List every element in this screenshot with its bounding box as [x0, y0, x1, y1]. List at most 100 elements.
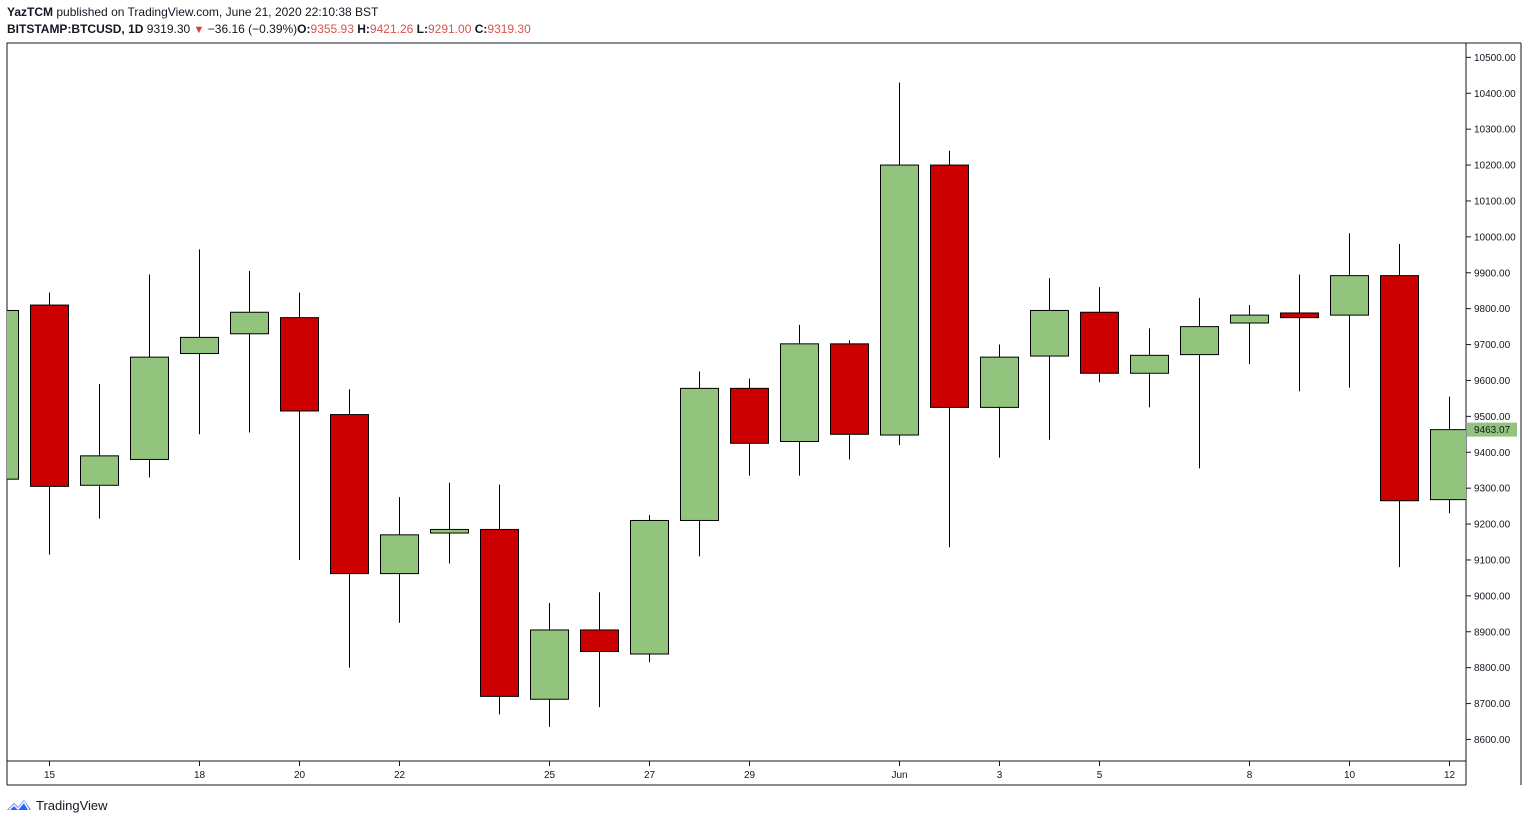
price-tick-label: 10500.00: [1474, 53, 1516, 64]
candle-body: [830, 343, 869, 435]
time-tick-label: 20: [294, 770, 306, 781]
candle: [780, 324, 819, 476]
candle: [230, 270, 269, 433]
candle-body: [1430, 429, 1466, 501]
low-value: 9291.00: [427, 22, 472, 36]
candle-body: [380, 534, 419, 575]
candle-body: [330, 414, 369, 575]
candle: [880, 82, 919, 446]
candle: [7, 309, 19, 480]
candle-body: [180, 336, 219, 355]
price-tick-label: 10400.00: [1474, 89, 1516, 100]
candle-body: [130, 356, 169, 460]
candle-body: [30, 304, 69, 487]
close-value: 9319.30: [487, 22, 531, 36]
open-label: O:: [297, 22, 311, 36]
price-label-text: 9463.07: [1474, 425, 1511, 436]
candle: [1230, 305, 1269, 365]
candle: [480, 484, 519, 715]
candle: [1080, 287, 1119, 383]
candle-body: [730, 387, 769, 444]
time-tick-label: 15: [44, 770, 56, 781]
candle: [430, 482, 469, 564]
candle: [330, 389, 369, 668]
time-tick-label: 12: [1444, 770, 1456, 781]
price-tick-label: 9400.00: [1474, 448, 1511, 459]
price-tick-label: 10300.00: [1474, 125, 1516, 136]
ohlc-legend: BITSTAMP:BTCUSD, 1D 9319.30 ▼ −36.16 (−0…: [7, 21, 531, 39]
candle-body: [580, 629, 619, 653]
price-tick-label: 8800.00: [1474, 663, 1511, 674]
candle: [1130, 328, 1169, 408]
candle-body: [530, 629, 569, 700]
candle-body: [1080, 311, 1119, 374]
candle-body: [230, 311, 269, 335]
candle: [730, 378, 769, 476]
time-tick-label: 8: [1247, 770, 1253, 781]
candle: [1330, 233, 1369, 388]
price-tick-label: 9900.00: [1474, 268, 1511, 279]
candle-body: [880, 164, 919, 436]
last-price: 9319.30: [146, 22, 191, 36]
candle: [130, 274, 169, 478]
time-tick-label: 5: [1097, 770, 1103, 781]
author-name[interactable]: YazTCM: [7, 5, 54, 19]
time-tick-label: 18: [194, 770, 206, 781]
high-label: H:: [357, 22, 370, 36]
time-tick-label: 25: [544, 770, 556, 781]
candle-body: [980, 356, 1019, 408]
candle: [1280, 274, 1319, 392]
candle: [1180, 297, 1219, 469]
candle-body: [80, 455, 119, 486]
candle-body: [1280, 312, 1319, 319]
candle-body: [1130, 354, 1169, 374]
price-tick-label: 9200.00: [1474, 520, 1511, 531]
candle-body: [930, 164, 969, 408]
price-tick-label: 9000.00: [1474, 591, 1511, 602]
low-label: L:: [416, 22, 428, 36]
time-tick-label: Jun: [891, 770, 907, 781]
tradingview-logo-icon: [7, 800, 31, 811]
candle-body: [1330, 275, 1369, 316]
candle: [630, 515, 669, 663]
candle: [1430, 396, 1466, 514]
candle: [180, 249, 219, 435]
price-tick-label: 10000.00: [1474, 232, 1516, 243]
candle: [1030, 278, 1069, 440]
tradingview-brand: TradingView: [36, 797, 108, 813]
candle-body: [480, 528, 519, 697]
candles-layer: [7, 82, 1466, 727]
candle-body: [7, 309, 19, 480]
candle: [580, 592, 619, 708]
candle: [1380, 244, 1419, 568]
price-tick-label: 8900.00: [1474, 627, 1511, 638]
candle-body: [630, 519, 669, 655]
time-tick-label: 10: [1344, 770, 1356, 781]
price-tick-label: 10100.00: [1474, 196, 1516, 207]
price-tick-label: 9100.00: [1474, 555, 1511, 566]
price-tick-label: 8700.00: [1474, 699, 1511, 710]
candle-body: [280, 317, 319, 412]
open-value: 9355.93: [310, 22, 354, 36]
time-tick-label: 29: [744, 770, 756, 781]
candle-body: [430, 528, 469, 534]
candle-body: [1230, 314, 1269, 324]
price-change: −36.16 (−0.39%): [207, 22, 298, 36]
time-axis[interactable]: 15 18 20 22 25 27 29 Jun 3 5 8 10 12: [44, 761, 1456, 781]
price-tick-label: 9700.00: [1474, 340, 1511, 351]
time-tick-label: 27: [644, 770, 656, 781]
down-arrow-icon: ▼: [193, 24, 205, 36]
candle: [980, 344, 1019, 458]
price-tick-label: 9600.00: [1474, 376, 1511, 387]
price-tick-label: 8600.00: [1474, 735, 1511, 746]
tradingview-footer[interactable]: TradingView: [6, 797, 108, 813]
candle-body: [1030, 309, 1069, 357]
time-tick-label: 3: [997, 770, 1003, 781]
price-tick-label: 10200.00: [1474, 161, 1516, 172]
time-tick-label: 22: [394, 770, 406, 781]
symbol-label[interactable]: BITSTAMP:BTCUSD, 1D: [7, 22, 144, 36]
price-axis[interactable]: 8600.00 8700.00 8800.00 8900.00 9000.00 9100.…: [1466, 53, 1516, 746]
candle: [30, 292, 69, 555]
candle: [830, 340, 869, 460]
